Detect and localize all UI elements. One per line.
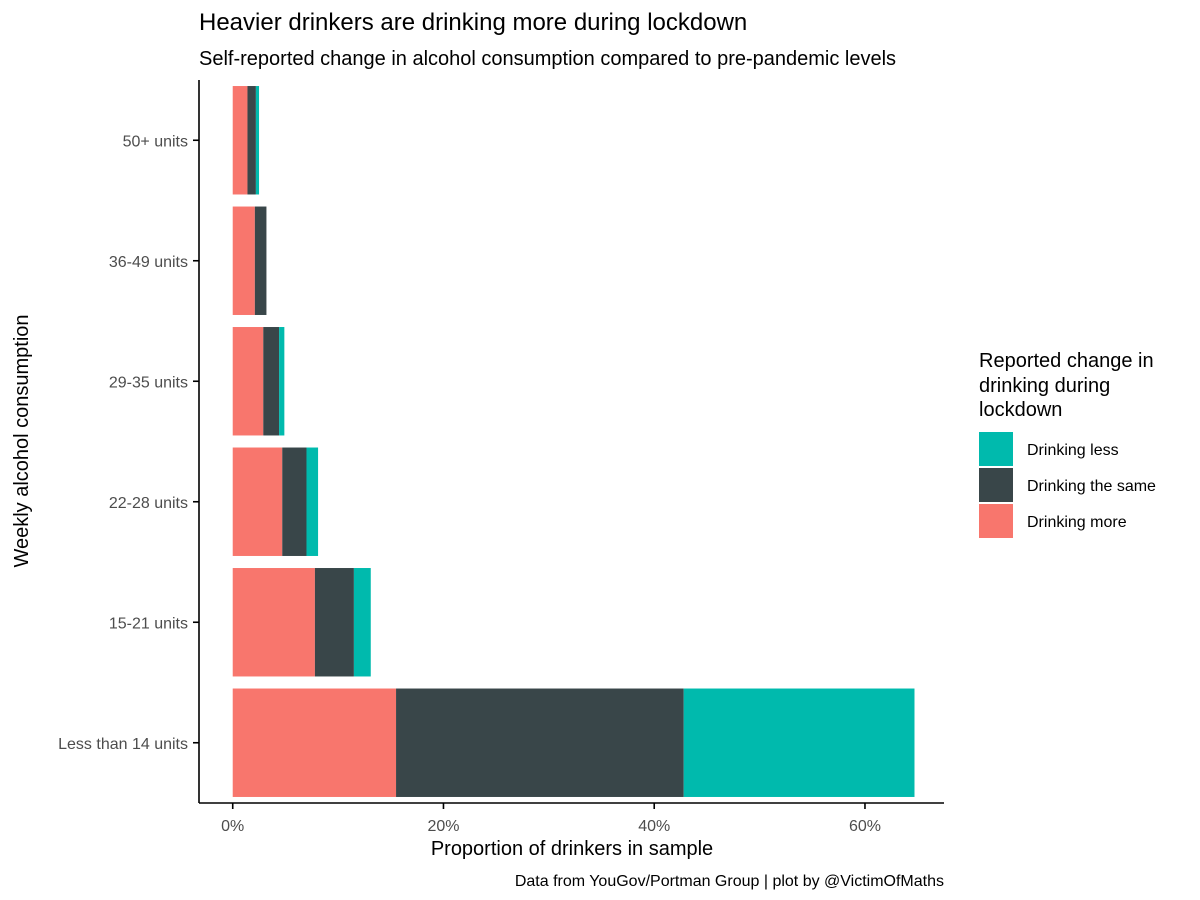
y-tick-label: 50+ units: [123, 133, 188, 150]
y-axis-title: Weekly alcohol consumption: [11, 314, 33, 567]
legend-title-line-2: drinking during: [979, 375, 1110, 397]
bar-segment-3-row-6: [255, 86, 260, 195]
bar-segment-1-row-1: [232, 688, 397, 797]
y-tick-label: 22-28 units: [109, 495, 188, 512]
y-tick-label: 15-21 units: [109, 615, 188, 632]
legend-label: Drinking the same: [1027, 478, 1156, 495]
x-tick-label: 20%: [427, 818, 459, 835]
bar-segment-2-row-4: [263, 327, 280, 436]
legend-swatch: [979, 468, 1013, 502]
bar-segment-1-row-4: [232, 327, 264, 436]
y-axis: Less than 14 units 15-21 units 22-28 units…: [58, 133, 199, 753]
bar-segment-2-row-2: [314, 568, 354, 677]
bar-segment-3-row-1: [683, 688, 915, 797]
bar-segment-3-row-4: [279, 327, 285, 436]
x-tick-label: 60%: [849, 818, 881, 835]
x-tick-label: 0%: [221, 818, 244, 835]
y-tick-label: 36-49 units: [109, 254, 188, 271]
caption: Data from YouGov/Portman Group | plot by…: [515, 873, 944, 890]
bar-segment-1-row-6: [232, 86, 248, 195]
bar-segment-2-row-1: [396, 688, 684, 797]
bar-segment-1-row-2: [232, 568, 315, 677]
bar-segment-3-row-3: [306, 447, 319, 556]
plot-area: [232, 86, 915, 797]
chart-subtitle: Self-reported change in alcohol consumpt…: [199, 48, 896, 70]
x-axis-title: Proportion of drinkers in sample: [431, 838, 713, 860]
bar-segment-1-row-5: [232, 206, 255, 315]
legend-label: Drinking less: [1027, 442, 1119, 459]
bar-segment-3-row-2: [353, 568, 371, 677]
legend-title-line-1: Reported change in: [979, 350, 1154, 372]
y-tick-label: 29-35 units: [109, 374, 188, 391]
legend-label: Drinking more: [1027, 514, 1127, 531]
legend: Reported change in drinking during lockd…: [979, 350, 1156, 538]
y-tick-label: Less than 14 units: [58, 736, 188, 753]
bar-segment-1-row-3: [232, 447, 283, 556]
legend-swatch: [979, 432, 1013, 466]
legend-entries: Drinking less Drinking the same Drinking m…: [979, 432, 1156, 538]
bar-segment-2-row-6: [247, 86, 256, 195]
x-axis: 0% 20% 40% 60%: [221, 803, 881, 835]
chart-title: Heavier drinkers are drinking more durin…: [199, 9, 747, 36]
x-tick-label: 40%: [638, 818, 670, 835]
bar-segment-2-row-3: [282, 447, 307, 556]
legend-swatch: [979, 504, 1013, 538]
legend-title-line-3: lockdown: [979, 399, 1062, 421]
bar-segment-2-row-5: [254, 206, 267, 315]
